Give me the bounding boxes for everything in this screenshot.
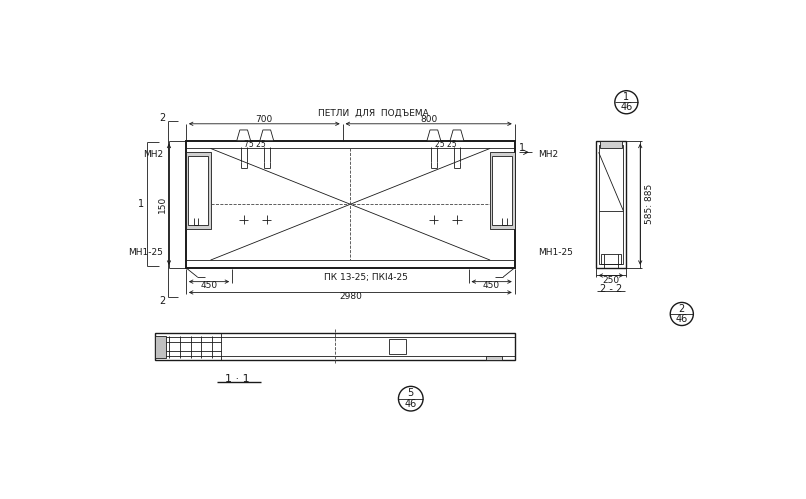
Text: 585: 885: 585: 885 [645, 184, 654, 225]
Text: 250: 250 [602, 275, 620, 284]
Text: 2 - 2: 2 - 2 [600, 284, 622, 294]
Bar [490, 152, 515, 229]
Text: ПЕТЛИ  ДЛЯ  ПОДЪЕМА: ПЕТЛИ ДЛЯ ПОДЪЕМА [318, 108, 429, 117]
Text: 150: 150 [158, 196, 168, 213]
Text: 46: 46 [675, 314, 688, 324]
Bar [189, 156, 208, 226]
Text: 2: 2 [160, 296, 166, 306]
Text: 2: 2 [160, 113, 166, 123]
Text: 46: 46 [621, 102, 633, 112]
Polygon shape [450, 130, 464, 141]
Bar [155, 333, 516, 360]
Bar [155, 335, 166, 358]
Text: МН2: МН2 [538, 150, 558, 159]
Text: 1: 1 [519, 143, 526, 153]
Text: МН2: МН2 [143, 150, 163, 159]
Bar [389, 339, 406, 354]
Bar [486, 356, 501, 360]
Text: 25 25: 25 25 [434, 140, 456, 149]
Text: 2980: 2980 [339, 292, 362, 301]
Bar [599, 145, 623, 264]
Bar [186, 152, 210, 229]
Text: 450: 450 [483, 281, 501, 290]
Bar [600, 141, 621, 148]
Polygon shape [427, 130, 441, 141]
Text: 450: 450 [201, 281, 218, 290]
Bar [186, 141, 515, 268]
Text: МН1-25: МН1-25 [128, 248, 163, 257]
Text: ПК 13-25; ПКI4-25: ПК 13-25; ПКI4-25 [324, 273, 408, 282]
Bar [601, 254, 621, 264]
Text: 75 25: 75 25 [244, 140, 266, 149]
Text: МН1-25: МН1-25 [538, 248, 573, 257]
Text: 2: 2 [679, 304, 685, 314]
Text: 1: 1 [623, 92, 629, 102]
Text: 800: 800 [420, 115, 438, 124]
Text: 700: 700 [256, 115, 273, 124]
Text: 1 · 1: 1 · 1 [225, 374, 250, 384]
Bar [492, 156, 513, 226]
Bar [596, 141, 626, 268]
Polygon shape [260, 130, 274, 141]
Polygon shape [237, 130, 251, 141]
Text: 46: 46 [405, 399, 417, 409]
Text: 1: 1 [138, 199, 144, 209]
Text: 5: 5 [408, 388, 414, 398]
